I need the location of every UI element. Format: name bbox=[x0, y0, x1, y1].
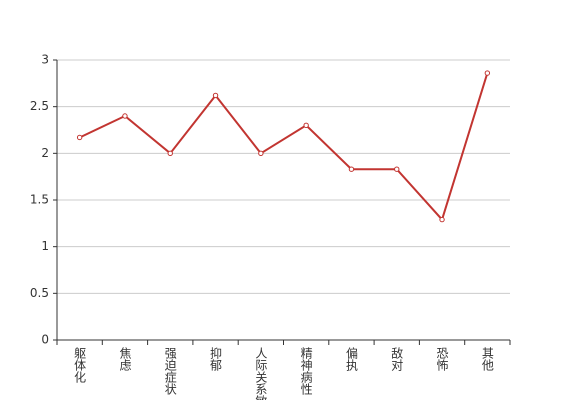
y-tick-label: 0.5 bbox=[30, 286, 49, 300]
x-tick-label: 抑郁 bbox=[209, 346, 223, 372]
point bbox=[394, 166, 400, 172]
point bbox=[484, 70, 491, 76]
y-tick-label: 2 bbox=[41, 146, 49, 160]
point bbox=[258, 150, 264, 157]
x-tick-label: 人际关系敏感 bbox=[254, 347, 268, 400]
point bbox=[348, 166, 355, 172]
y-tick-label: 3 bbox=[41, 53, 49, 67]
point bbox=[303, 122, 309, 129]
x-tick-label: 强迫症状 bbox=[163, 347, 177, 395]
x-tick-label: 其他 bbox=[480, 347, 494, 371]
x-tick-label: 敌对 bbox=[390, 346, 404, 371]
x-tick-label: 躯体化 bbox=[73, 346, 87, 384]
x-tick-label: 精神病性 bbox=[299, 347, 313, 396]
y-tick-label: 2.5 bbox=[30, 99, 49, 113]
x-tick-label: 焦虑 bbox=[118, 347, 132, 371]
y-tick-label: 1.5 bbox=[30, 193, 49, 207]
point bbox=[122, 113, 128, 119]
x-tick-label: 恐怖 bbox=[435, 347, 449, 371]
x-tick-label: 偏执 bbox=[344, 346, 358, 372]
y-tick-label: 1 bbox=[41, 239, 49, 253]
point bbox=[76, 134, 83, 141]
point bbox=[439, 216, 445, 223]
point bbox=[212, 92, 219, 99]
point bbox=[167, 150, 173, 157]
y-tick-label: 0 bbox=[41, 333, 49, 347]
line bbox=[79, 72, 489, 222]
